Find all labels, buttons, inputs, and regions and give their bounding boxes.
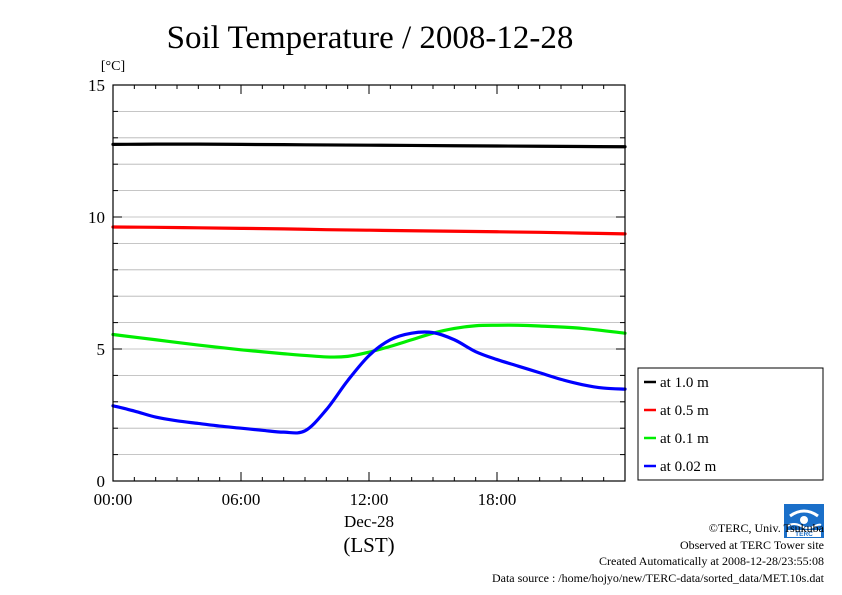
- y-tick-label: 5: [97, 340, 106, 359]
- x-axis-label: (LST): [343, 533, 394, 557]
- chart-title: Soil Temperature / 2008-12-28: [167, 20, 574, 56]
- legend-box: [637, 367, 824, 481]
- copyright-text: ©TERC, Univ. Tsukuba: [708, 521, 824, 535]
- series-line-3: [111, 323, 627, 359]
- series-line-4: [111, 330, 627, 435]
- y-axis-unit-label: [°C]: [101, 59, 125, 74]
- grid: [113, 111, 625, 456]
- x-tick-label: 18:00: [478, 490, 517, 509]
- credits: ©TERC, Univ. Tsukuba Observed at TERC To…: [492, 520, 824, 586]
- y-tick-label: 10: [88, 208, 105, 227]
- created-text: Created Automatically at 2008-12-28/23:5…: [599, 554, 824, 568]
- legend-label: at 1.0 m: [660, 375, 709, 391]
- x-tick-label: 12:00: [350, 490, 389, 509]
- legend-label: at 0.1 m: [660, 431, 709, 447]
- terc-logo: TERC: [784, 504, 824, 538]
- axes: 0 5 10 15 00:00 06:00 12:00 18:00: [88, 76, 626, 509]
- x-tick-label: 00:00: [94, 490, 133, 509]
- observed-text: Observed at TERC Tower site: [679, 537, 824, 552]
- source-text: Data source : /home/hojyo/new/TERC-data/…: [491, 570, 824, 585]
- series-layer: [111, 142, 627, 435]
- svg-text:TERC: TERC: [795, 531, 813, 538]
- y-tick-label: 0: [97, 472, 106, 491]
- x-tick-label: 06:00: [222, 490, 261, 509]
- legend: at 1.0 m at 0.5 m at 0.1 m at 0.02 m: [637, 367, 824, 481]
- legend-label: at 0.5 m: [660, 403, 709, 419]
- series-line-2: [111, 225, 627, 236]
- y-tick-label: 15: [88, 76, 105, 95]
- legend-label: at 0.02 m: [660, 459, 717, 475]
- series-line-1: [111, 142, 627, 149]
- x-axis-date-label: Dec-28: [344, 512, 394, 531]
